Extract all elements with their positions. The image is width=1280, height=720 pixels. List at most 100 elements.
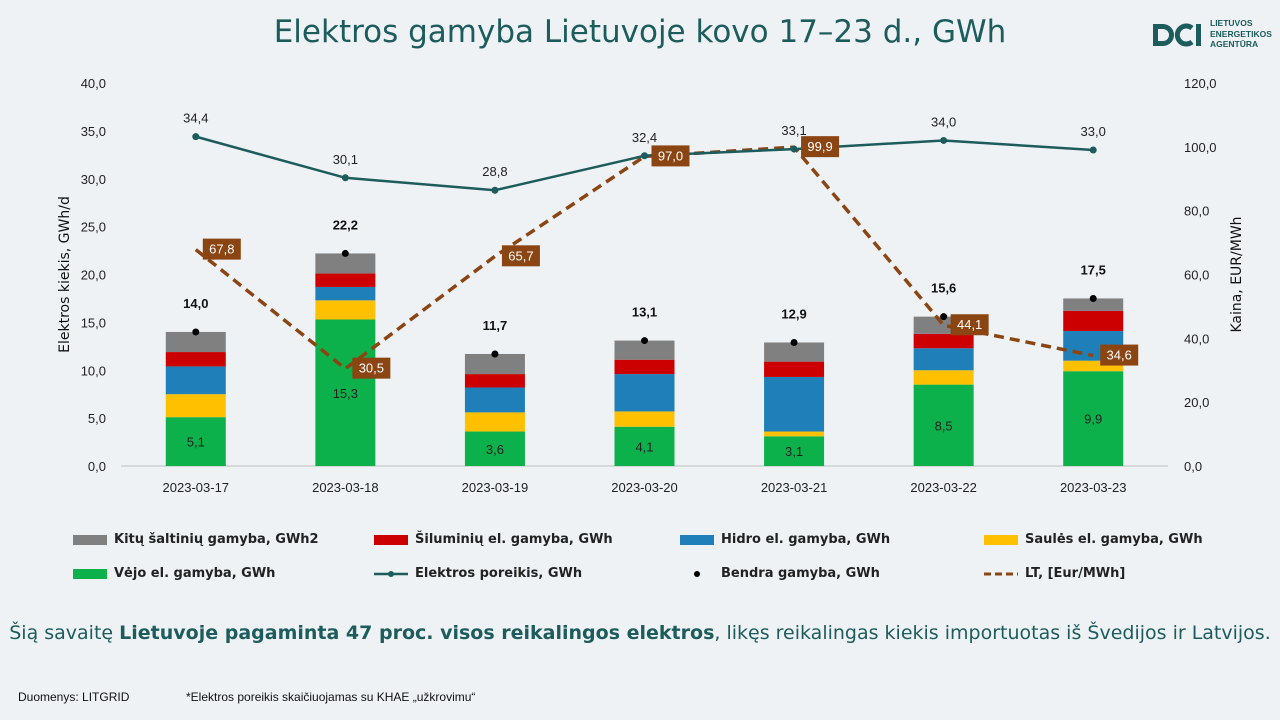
bar-segment <box>764 431 825 437</box>
total-marker <box>192 328 200 336</box>
legend-swatch <box>374 570 408 577</box>
y2-tick-label: 0,0 <box>1184 459 1202 474</box>
demand-marker <box>940 136 948 144</box>
total-data-label: 22,2 <box>333 217 358 232</box>
bar-segment <box>764 361 825 377</box>
bar-segment <box>913 333 974 349</box>
y2-tick-label: 40,0 <box>1184 331 1209 346</box>
bar-segment <box>315 273 376 287</box>
price-label-box <box>202 238 241 260</box>
legend-swatch <box>694 570 700 577</box>
wind-data-label: 15,3 <box>333 386 358 401</box>
bar-segment <box>315 286 376 301</box>
legend-item-price: LT, [Eur/MWh] <box>984 566 1125 581</box>
legend-label: Saulės el. gamyba, GWh <box>1025 532 1203 547</box>
bar-segment <box>913 348 974 371</box>
x-tick-label: 2023-03-19 <box>462 480 529 495</box>
bar-segment <box>315 300 376 320</box>
price-label-box <box>501 245 540 267</box>
wind-data-label: 3,1 <box>785 444 803 459</box>
y2-tick-label: 20,0 <box>1184 395 1209 410</box>
price-data-label: 65,7 <box>508 248 533 263</box>
bar-segment <box>165 394 226 418</box>
price-label-box <box>801 136 840 158</box>
bar-segment <box>614 411 675 427</box>
legend-swatch <box>680 534 714 545</box>
y-tick-label: 30,0 <box>81 172 106 187</box>
total-marker <box>940 313 948 321</box>
legend-swatch <box>984 534 1018 545</box>
demand-data-label: 28,8 <box>482 164 507 179</box>
x-tick-label: 2023-03-18 <box>312 480 379 495</box>
demand-marker <box>1089 146 1097 154</box>
price-label-box <box>651 145 690 167</box>
x-tick-label: 2023-03-21 <box>761 480 828 495</box>
summary-text: Šią savaitę Lietuvoje pagaminta 47 proc.… <box>0 622 1280 644</box>
wind-data-label: 5,1 <box>187 435 205 450</box>
bar-segment <box>464 374 525 388</box>
bar-segment <box>165 366 226 395</box>
total-data-label: 14,0 <box>183 296 208 311</box>
demand-data-label: 34,4 <box>183 111 208 126</box>
y-axis-title: Elektros kiekis, GWh/d <box>57 196 73 353</box>
y2-tick-label: 120,0 <box>1184 76 1217 91</box>
total-marker <box>491 350 499 358</box>
total-data-label: 13,1 <box>632 305 657 320</box>
bar-segment <box>165 417 226 466</box>
bar-segment <box>464 353 525 375</box>
demand-marker <box>192 133 200 141</box>
demand-data-label: 32,4 <box>632 130 657 145</box>
x-tick-label: 2023-03-20 <box>611 480 678 495</box>
bar-segment <box>1063 298 1124 311</box>
total-data-label: 15,6 <box>931 281 956 296</box>
logo-text: LIETUVOS ENERGETIKOS AGENTŪRA <box>1210 18 1272 49</box>
y-tick-label: 0,0 <box>88 459 106 474</box>
demand-marker <box>790 145 798 153</box>
total-marker <box>1089 294 1097 302</box>
legend-label: Bendra gamyba, GWh <box>721 566 880 581</box>
price-label-box <box>950 314 989 336</box>
wind-data-label: 8,5 <box>935 418 953 433</box>
legend-label: Hidro el. gamyba, GWh <box>721 532 891 547</box>
bar-segment <box>165 331 226 353</box>
price-label-box <box>1100 344 1139 366</box>
legend-label: Kitų šaltinių gamyba, GWh2 <box>114 532 319 547</box>
bar-segment <box>165 352 226 367</box>
legend-item-solar: Saulės el. gamyba, GWh <box>984 532 1203 547</box>
price-data-label: 97,0 <box>658 148 683 163</box>
wind-data-label: 3,6 <box>486 442 504 457</box>
legend-swatch <box>73 534 107 545</box>
y-tick-label: 25,0 <box>81 220 106 235</box>
legend-swatch <box>73 568 107 579</box>
total-marker <box>341 249 349 257</box>
y-tick-label: 15,0 <box>81 315 106 330</box>
demand-marker <box>341 174 349 182</box>
price-data-label: 30,5 <box>359 361 384 376</box>
bar-segment <box>764 342 825 362</box>
bar-segment <box>315 253 376 274</box>
y2-tick-label: 100,0 <box>1184 140 1217 155</box>
total-marker <box>790 338 798 346</box>
summary-suffix: , likęs reikalingas kiekis importuotas i… <box>714 622 1271 644</box>
y2-tick-label: 80,0 <box>1184 204 1209 219</box>
bar-segment <box>315 319 376 466</box>
chart: 0,0 5,0 10,0 15,0 20,0 25,0 30,0 35,0 40,0 0,0 20,… <box>57 76 1245 495</box>
bar-segment <box>464 412 525 432</box>
bar-segment <box>764 376 825 432</box>
legend-label: Vėjo el. gamyba, GWh <box>114 566 276 581</box>
legend-label: Elektros poreikis, GWh <box>415 566 583 581</box>
legend-swatch <box>984 572 1018 575</box>
demand-data-label: 30,1 <box>333 152 358 167</box>
bar-segment <box>614 426 675 466</box>
demand-marker <box>641 152 648 160</box>
legend-item-total: Bendra gamyba, GWh <box>680 566 880 581</box>
legend-item-other: Kitų šaltinių gamyba, GWh2 <box>73 532 319 547</box>
demand-marker <box>491 186 499 194</box>
y-tick-label: 35,0 <box>81 124 106 139</box>
footnote: *Elektros poreikis skaičiuojamas su KHAE… <box>186 690 476 704</box>
bar-segment <box>614 374 675 412</box>
price-data-label: 44,1 <box>957 317 982 332</box>
bar-segment <box>464 387 525 413</box>
bar-segment <box>614 359 675 375</box>
chart-title: Elektros gamyba Lietuvoje kovo 17–23 d.,… <box>273 14 1007 50</box>
